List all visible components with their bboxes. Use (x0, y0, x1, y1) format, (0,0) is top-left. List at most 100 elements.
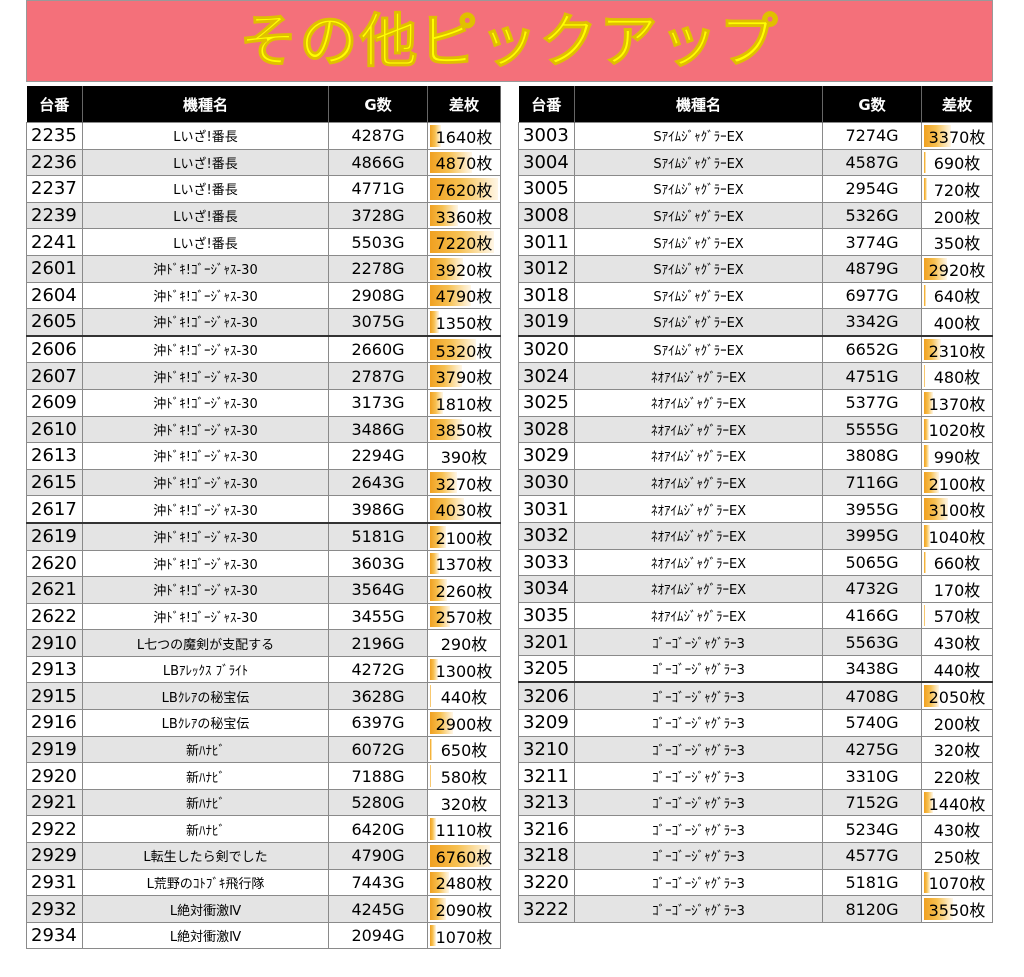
coin-diff-value: 2100枚 (928, 474, 986, 494)
coin-diff-value: 480枚 (933, 368, 981, 388)
machine-name: ｺﾞｰｺﾞｰｼﾞｬｸﾞﾗｰ3 (574, 709, 823, 737)
coin-diff-cell: 1070枚 (921, 868, 993, 897)
coin-diff-bar (430, 204, 458, 227)
machine-name: ｺﾞｰｺﾞｰｼﾞｬｸﾞﾗｰ3 (574, 815, 823, 844)
game-count: 6397G (328, 709, 428, 737)
coin-diff-cell: 3360枚 (427, 201, 501, 230)
table-row: 3034 ﾈｵｱｲﾑｼﾞｬｸﾞﾗｰEX 4732G 170枚 (518, 575, 993, 603)
unit-number: 3216 (518, 815, 575, 844)
unit-number: 2615 (26, 468, 83, 497)
coin-diff-cell: 2920枚 (921, 254, 993, 283)
table-row: 3209 ｺﾞｰｺﾞｰｼﾞｬｸﾞﾗｰ3 5740G 200枚 (518, 709, 993, 737)
game-count: 4879G (822, 254, 922, 283)
machine-name: L絶対衝激Ⅳ (82, 921, 329, 950)
coin-diff-bar (430, 284, 472, 307)
coin-diff-bar (430, 525, 446, 548)
game-count: 3603G (328, 549, 428, 578)
table-row: 3030 ﾈｵｱｲﾑｼﾞｬｸﾞﾗｰEX 7116G 2100枚 (518, 468, 993, 497)
game-count: 3728G (328, 201, 428, 230)
machine-name: ｺﾞｰｺﾞｰｼﾞｬｸﾞﾗｰ3 (574, 868, 823, 897)
coin-diff-bar (924, 604, 926, 627)
coin-diff-value: 3370枚 (928, 127, 986, 147)
table-row: 2922 新ﾊﾅﾋﾞ 6420G 1110枚 (26, 815, 501, 844)
coin-diff-value: 690枚 (933, 154, 981, 174)
machine-name: ﾈｵｱｲﾑｼﾞｬｸﾞﾗｰEX (574, 521, 823, 550)
machine-name: ｺﾞｰｺﾞｰｼﾞｬｸﾞﾗｰ3 (574, 681, 823, 711)
unit-number: 2622 (26, 602, 83, 631)
coin-diff-bar (924, 791, 934, 814)
coin-diff-cell: 2900枚 (427, 709, 501, 737)
right-results-table: 台番 機種名 G数 差枚 3003 SｱｲﾑｼﾞｬｸﾞﾗｰEX 7274G 3370枚… (518, 86, 993, 923)
coin-diff-cell: 3100枚 (921, 495, 993, 523)
table-header: 台番 機種名 G数 差枚 (26, 86, 501, 123)
unit-number: 3003 (518, 122, 575, 150)
game-count: 2660G (328, 334, 428, 364)
coin-diff-value: 2090枚 (435, 901, 493, 921)
table-row: 2239 Lいざ!番長 3728G 3360枚 (26, 201, 501, 230)
coin-diff-cell: 290枚 (427, 629, 501, 657)
unit-number: 3029 (518, 442, 575, 470)
unit-number: 2236 (26, 148, 83, 177)
unit-number: 3004 (518, 148, 575, 177)
coin-diff-value: 3920枚 (435, 260, 493, 280)
coin-diff-bar (430, 498, 465, 520)
game-count: 4166G (822, 601, 922, 630)
machine-name: 新ﾊﾅﾋﾞ (82, 788, 329, 817)
coin-diff-value: 1040枚 (928, 527, 986, 547)
unit-number: 2606 (26, 334, 83, 364)
machine-name: ﾈｵｱｲﾑｼﾞｬｸﾞﾗｰEX (574, 362, 823, 390)
coin-diff-bar (924, 524, 930, 547)
table-row: 2237 Lいざ!番長 4771G 7620枚 (26, 175, 501, 203)
game-count: 4771G (328, 175, 428, 203)
game-count: 3455G (328, 602, 428, 631)
coin-diff-cell: 250枚 (921, 842, 993, 870)
table-row: 2235 Lいざ!番長 4287G 1640枚 (26, 122, 501, 150)
coin-diff-value: 200枚 (933, 714, 981, 734)
game-count: 6652G (822, 334, 922, 364)
game-count: 2643G (328, 468, 428, 497)
game-count: 3628G (328, 682, 428, 711)
machine-name: 沖ﾄﾞｷ!ｺﾞｰｼﾞｬｽ-30 (82, 281, 329, 310)
coin-diff-value: 170枚 (933, 580, 981, 600)
table-row: 2617 沖ﾄﾞｷ!ｺﾞｰｼﾞｬｽ-30 3986G 4030枚 (26, 495, 501, 524)
game-count: 7188G (328, 762, 428, 790)
header-coins: 差枚 (921, 86, 993, 123)
coin-diff-bar (430, 924, 437, 947)
coin-diff-cell: 1300枚 (427, 655, 501, 684)
coin-diff-cell: 1350枚 (427, 308, 501, 337)
table-row: 2613 沖ﾄﾞｷ!ｺﾞｰｼﾞｬｽ-30 2294G 390枚 (26, 442, 501, 470)
coin-diff-cell: 2090枚 (427, 895, 501, 923)
machine-name: 沖ﾄﾞｷ!ｺﾞｰｼﾞｬｽ-30 (82, 254, 329, 283)
unit-number: 2607 (26, 362, 83, 390)
unit-number: 3213 (518, 788, 575, 817)
game-count: 7274G (822, 122, 922, 150)
title-banner: その他ピックアップ (26, 0, 993, 82)
coin-diff-bar (430, 818, 437, 841)
coin-diff-cell: 3850枚 (427, 415, 501, 444)
machine-name: ｺﾞｰｺﾞｰｼﾞｬｸﾞﾗｰ3 (574, 654, 823, 683)
machine-name: Lいざ!番長 (82, 201, 329, 230)
machine-name: Lいざ!番長 (82, 122, 329, 150)
unit-number: 2620 (26, 549, 83, 578)
coin-diff-bar (430, 898, 446, 920)
coin-diff-cell: 3270枚 (427, 468, 501, 497)
coin-diff-cell: 1810枚 (427, 388, 501, 417)
coin-diff-value: 2100枚 (435, 528, 493, 548)
coin-diff-cell: 320枚 (427, 788, 501, 817)
machine-name: ﾈｵｱｲﾑｼﾞｬｸﾞﾗｰEX (574, 575, 823, 603)
unit-number: 3008 (518, 201, 575, 230)
coin-diff-value: 1070枚 (928, 874, 986, 894)
coin-diff-value: 390枚 (440, 447, 488, 467)
coin-diff-cell: 400枚 (921, 308, 993, 337)
game-count: 3808G (822, 442, 922, 470)
unit-number: 3033 (518, 548, 575, 577)
game-count: 3438G (822, 654, 922, 683)
game-count: 5234G (822, 815, 922, 844)
coin-diff-value: 2570枚 (435, 608, 493, 628)
unit-number: 3210 (518, 735, 575, 764)
machine-name: 沖ﾄﾞｷ!ｺﾞｰｼﾞｬｽ-30 (82, 521, 329, 551)
machine-name: 沖ﾄﾞｷ!ｺﾞｰｼﾞｬｽ-30 (82, 334, 329, 364)
coin-diff-bar (430, 712, 454, 734)
coin-diff-value: 400枚 (933, 313, 981, 333)
table-row: 2931 L荒野のｺﾄﾌﾞｷ飛行隊 7443G 2480枚 (26, 868, 501, 897)
